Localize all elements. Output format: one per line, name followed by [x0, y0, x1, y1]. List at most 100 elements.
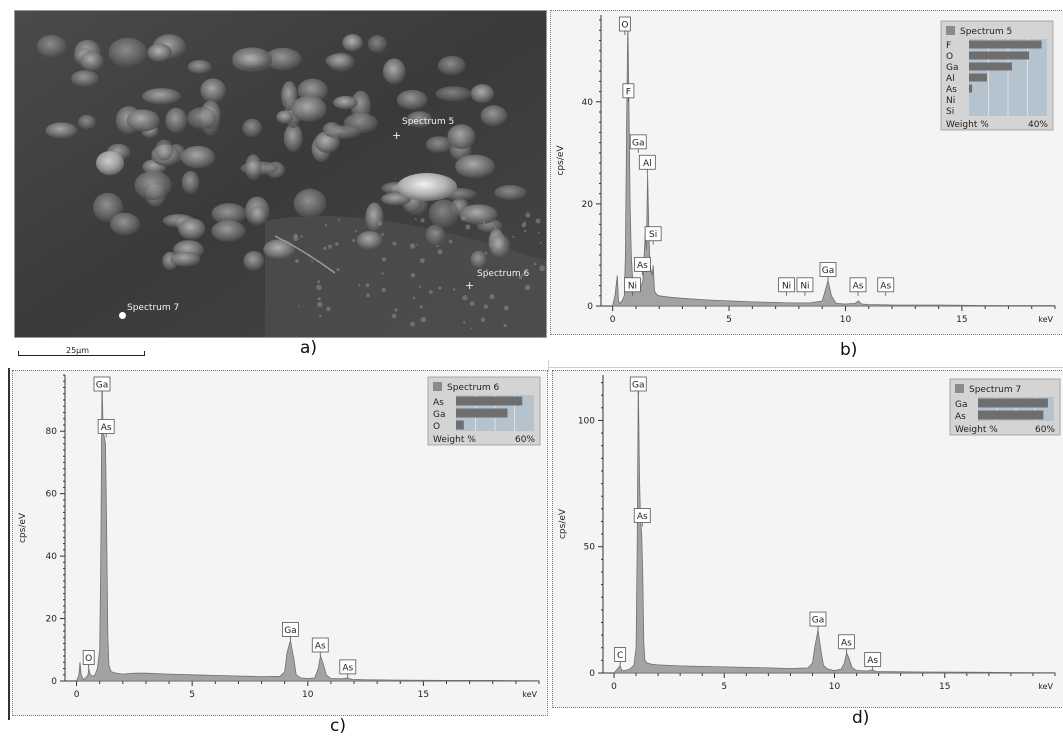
- spectrum-6-plot: 0 5 10 15 keV020406080cps/eVGaAsOGaAsAsSpect…: [18, 374, 541, 700]
- peak-label-text: As: [867, 656, 878, 666]
- sem-debris: [535, 218, 541, 224]
- sem-particle: [437, 55, 466, 76]
- peak-label: As: [864, 652, 882, 671]
- peak-label: As: [877, 277, 895, 296]
- sem-particle: [480, 105, 508, 127]
- legend-item-label: Al: [946, 74, 955, 84]
- crosshair-icon: +: [465, 279, 475, 292]
- y-tick-label: 0: [587, 302, 593, 312]
- sem-debris: [409, 243, 416, 249]
- y-axis-label: cps/eV: [558, 508, 568, 539]
- sem-debris: [484, 251, 488, 255]
- caption-b: b): [840, 340, 858, 360]
- sem-debris: [416, 243, 418, 246]
- peak-label-text: As: [637, 512, 648, 522]
- sem-debris: [469, 301, 475, 306]
- peak-label-box: [614, 647, 627, 662]
- sem-particle: [249, 205, 267, 225]
- peak-label-text: Ni: [628, 281, 637, 291]
- legend-item-label: Ga: [955, 400, 968, 410]
- sem-debris: [460, 215, 467, 221]
- x-tick-label: 5: [721, 682, 727, 692]
- legend-swatch: [955, 384, 964, 393]
- legend-footer-label: Weight %: [433, 435, 476, 445]
- peak-label: Ni: [624, 277, 641, 296]
- sem-fiber: [274, 235, 336, 274]
- caption-d: d): [852, 708, 870, 728]
- sem-particle: [126, 109, 160, 132]
- peak-label-text: C: [617, 651, 623, 661]
- sem-debris: [523, 229, 527, 233]
- sem-debris: [463, 321, 466, 324]
- sem-particle: [245, 154, 262, 181]
- sem-debris: [465, 224, 471, 230]
- sem-debris: [394, 308, 398, 312]
- peak-label: Al: [638, 154, 656, 174]
- sem-debris: [419, 305, 423, 309]
- sem-debris: [448, 239, 453, 244]
- sem-debris: [489, 242, 494, 247]
- sem-debris: [323, 246, 327, 250]
- sem-debris: [318, 297, 321, 301]
- y-axis-label: cps/eV: [18, 512, 28, 543]
- x-tick-label: 0: [74, 690, 80, 700]
- sem-particle: [396, 89, 428, 110]
- y-tick-label: 40: [46, 552, 58, 562]
- legend-item-label: Ni: [946, 96, 955, 106]
- y-tick-label: 20: [46, 615, 58, 625]
- peak-label-text: Ga: [822, 266, 835, 276]
- sem-particle: [327, 52, 355, 72]
- sem-debris: [410, 321, 415, 327]
- sem-debris: [381, 272, 384, 275]
- legend-title: Spectrum 6: [447, 383, 499, 393]
- sem-image: Spectrum 5 + Spectrum 6 + Spectrum 7: [14, 10, 547, 338]
- sem-particle: [134, 170, 172, 200]
- x-tick-label: 0: [611, 682, 617, 692]
- divider-horizontal: [548, 367, 1063, 368]
- sem-micrograph: [15, 11, 546, 337]
- sem-debris: [324, 223, 328, 227]
- sem-particle: [211, 220, 246, 242]
- legend-swatch: [946, 26, 955, 35]
- spectrum-7-label: Spectrum 7: [127, 303, 180, 313]
- peak-label-text: As: [101, 423, 112, 433]
- peak-label-text: Ni: [800, 281, 809, 291]
- sem-debris: [338, 218, 341, 221]
- sem-particle: [293, 188, 327, 218]
- sem-particle: [291, 96, 327, 122]
- sem-debris: [319, 314, 322, 318]
- x-tick-label: 5: [726, 315, 732, 325]
- sem-particle: [342, 34, 363, 52]
- peak-label: Si: [644, 226, 662, 245]
- peak-label-box: [97, 419, 115, 434]
- sem-particle: [435, 86, 472, 102]
- sem-particle: [283, 123, 303, 153]
- peak-label-text: Ga: [632, 381, 645, 391]
- caption-c: c): [330, 716, 346, 736]
- peak-label: Ga: [282, 622, 299, 641]
- sem-debris: [482, 212, 486, 216]
- peak-label: As: [339, 659, 357, 678]
- scale-bar-label: 25µm: [66, 346, 90, 355]
- legend-bar: [456, 420, 464, 430]
- spectrum-area: [612, 20, 1056, 307]
- sem-debris: [524, 284, 531, 291]
- sem-debris: [503, 323, 507, 328]
- spectrum-7-chart: 0 5 10 15 keV 0 50 100 cps/eV Ga As C Ga As As Spectrum…: [552, 370, 1063, 708]
- sem-particle: [155, 139, 174, 161]
- y-tick-label: 0: [51, 677, 57, 687]
- y-tick-label: 60: [46, 490, 58, 500]
- peak-label-box: [311, 637, 329, 653]
- peak-label: As: [633, 508, 651, 527]
- sem-particle: [200, 78, 226, 103]
- sem-debris: [382, 257, 387, 262]
- sem-debris: [503, 305, 509, 311]
- spectrum-5-chart: 0 5 10 15 keV 0 20 40 cps/eV O F Ga Al Si As Ni Ni Ni Ga As…: [550, 10, 1063, 335]
- sem-particle: [170, 251, 201, 267]
- x-tick-label: 0: [610, 315, 616, 325]
- sem-particle: [181, 170, 200, 195]
- y-tick-label: 50: [584, 543, 596, 553]
- peak-label: Ni: [778, 277, 795, 296]
- sem-debris: [412, 296, 416, 300]
